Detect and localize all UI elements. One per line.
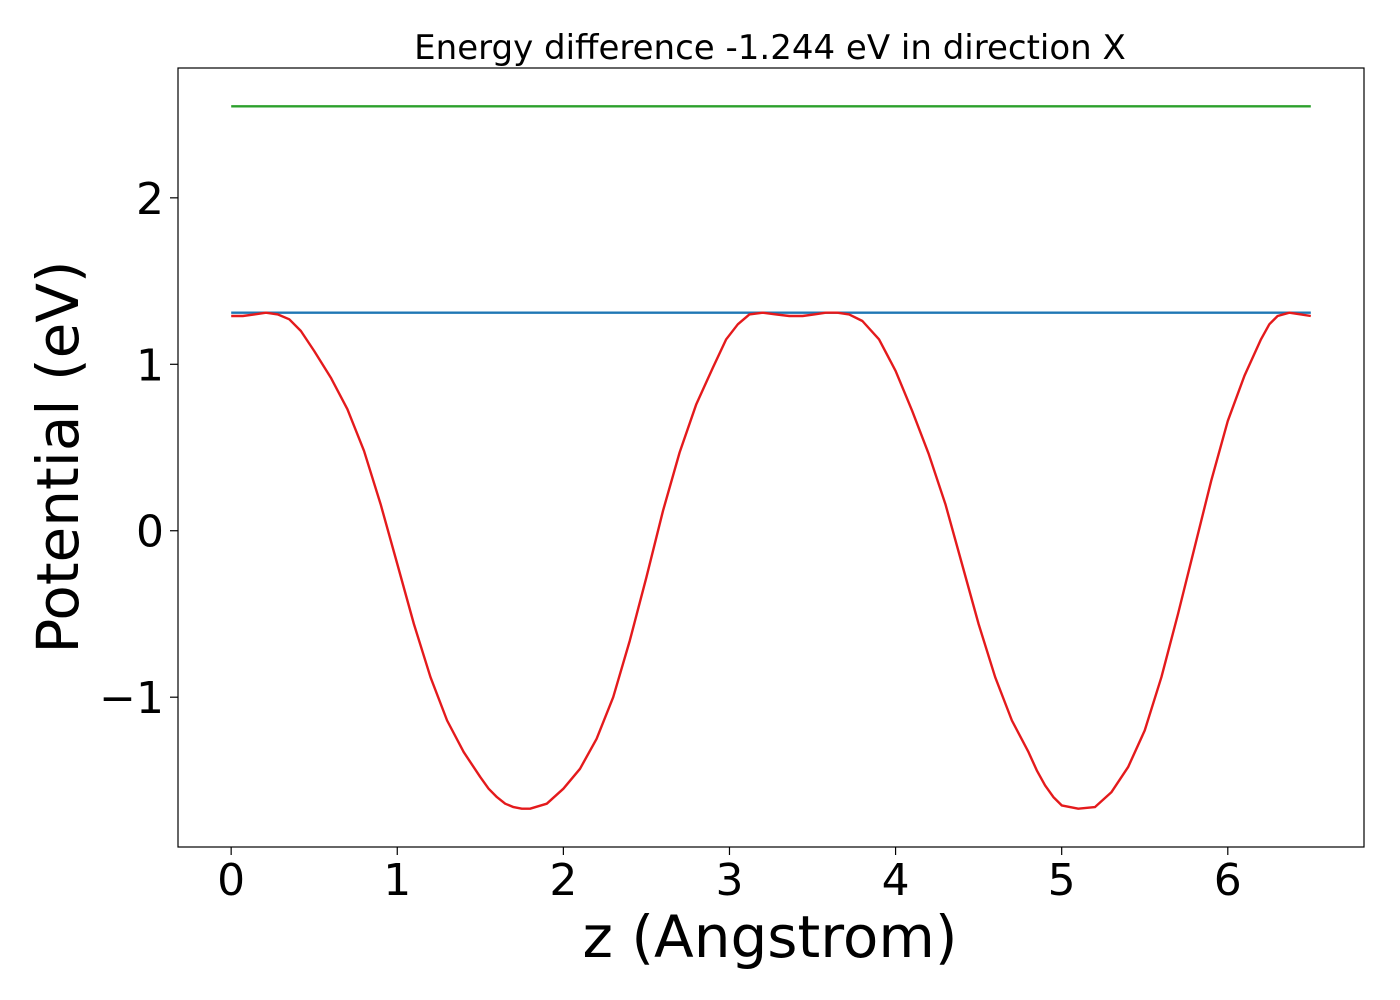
x-tick-label: 4	[882, 855, 910, 906]
x-tick-label: 3	[715, 855, 743, 906]
x-tick-label: 1	[383, 855, 411, 906]
y-tick-label: 0	[136, 507, 164, 558]
x-tick-label: 6	[1214, 855, 1242, 906]
y-tick-label: 2	[136, 174, 164, 225]
x-tick-label: 5	[1048, 855, 1076, 906]
x-axis-label: z (Angstrom)	[583, 903, 958, 971]
plot-area	[231, 105, 1311, 810]
x-tick-label: 2	[549, 855, 577, 906]
y-axis-label: Potential (eV)	[24, 260, 92, 653]
y-tick-label: 1	[136, 340, 164, 391]
x-tick-label: 0	[217, 855, 245, 906]
y-tick-label: −1	[99, 673, 164, 724]
x-axis: 0 1 2 3 4 5 6	[217, 847, 1242, 906]
axes-frame	[177, 67, 1365, 848]
chart-title: Energy difference -1.244 eV in direction…	[414, 28, 1126, 68]
y-axis: −1 0 1 2	[99, 174, 178, 724]
series-line-2	[231, 311, 1311, 810]
